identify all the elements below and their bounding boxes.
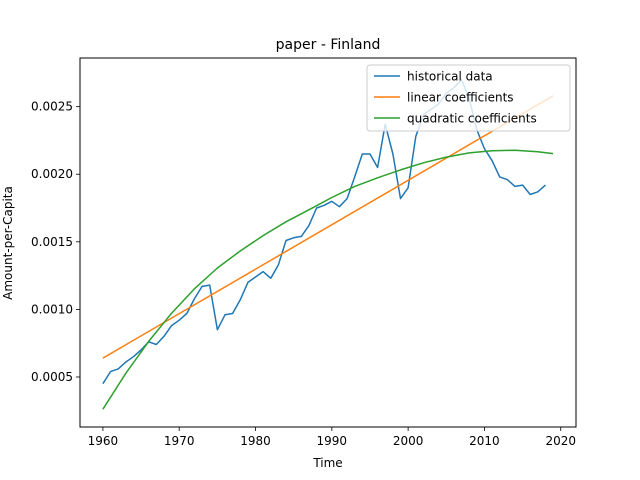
series-line-quadratic-coefficients xyxy=(102,149,554,410)
y-tick-label: 0.0020 xyxy=(31,167,73,181)
x-tick-label: 1980 xyxy=(240,434,271,448)
y-tick-label: 0.0015 xyxy=(31,235,73,249)
y-axis-label: Amount-per-Capita xyxy=(1,186,15,300)
x-tick-label: 1990 xyxy=(317,434,348,448)
y-axis-ticks: 0.0005 0.0010 0.0015 0.0020 0.0025 xyxy=(31,100,80,384)
y-tick-label: 0.0010 xyxy=(31,302,73,316)
legend-label: historical data xyxy=(407,70,493,84)
x-axis-ticks: 1960 1970 1980 1990 2000 2010 2020 xyxy=(88,427,576,448)
x-axis-label: Time xyxy=(312,456,342,470)
legend-label: quadratic coefficients xyxy=(407,112,537,126)
x-tick-label: 2000 xyxy=(393,434,424,448)
axes-frame xyxy=(79,57,577,428)
y-tick-label: 0.0025 xyxy=(31,100,73,114)
x-tick-label: 1960 xyxy=(88,434,119,448)
legend-box xyxy=(366,64,571,132)
x-tick-label: 2010 xyxy=(469,434,500,448)
series-line-linear-coefficients xyxy=(102,95,554,359)
legend-label: linear coefficients xyxy=(407,91,514,105)
x-tick-label: 1970 xyxy=(164,434,195,448)
legend: historical data linear coefficients quadra… xyxy=(366,64,571,132)
x-tick-label: 2020 xyxy=(545,434,576,448)
chart-title: paper - Finland xyxy=(276,37,381,53)
y-tick-label: 0.0005 xyxy=(31,370,73,384)
